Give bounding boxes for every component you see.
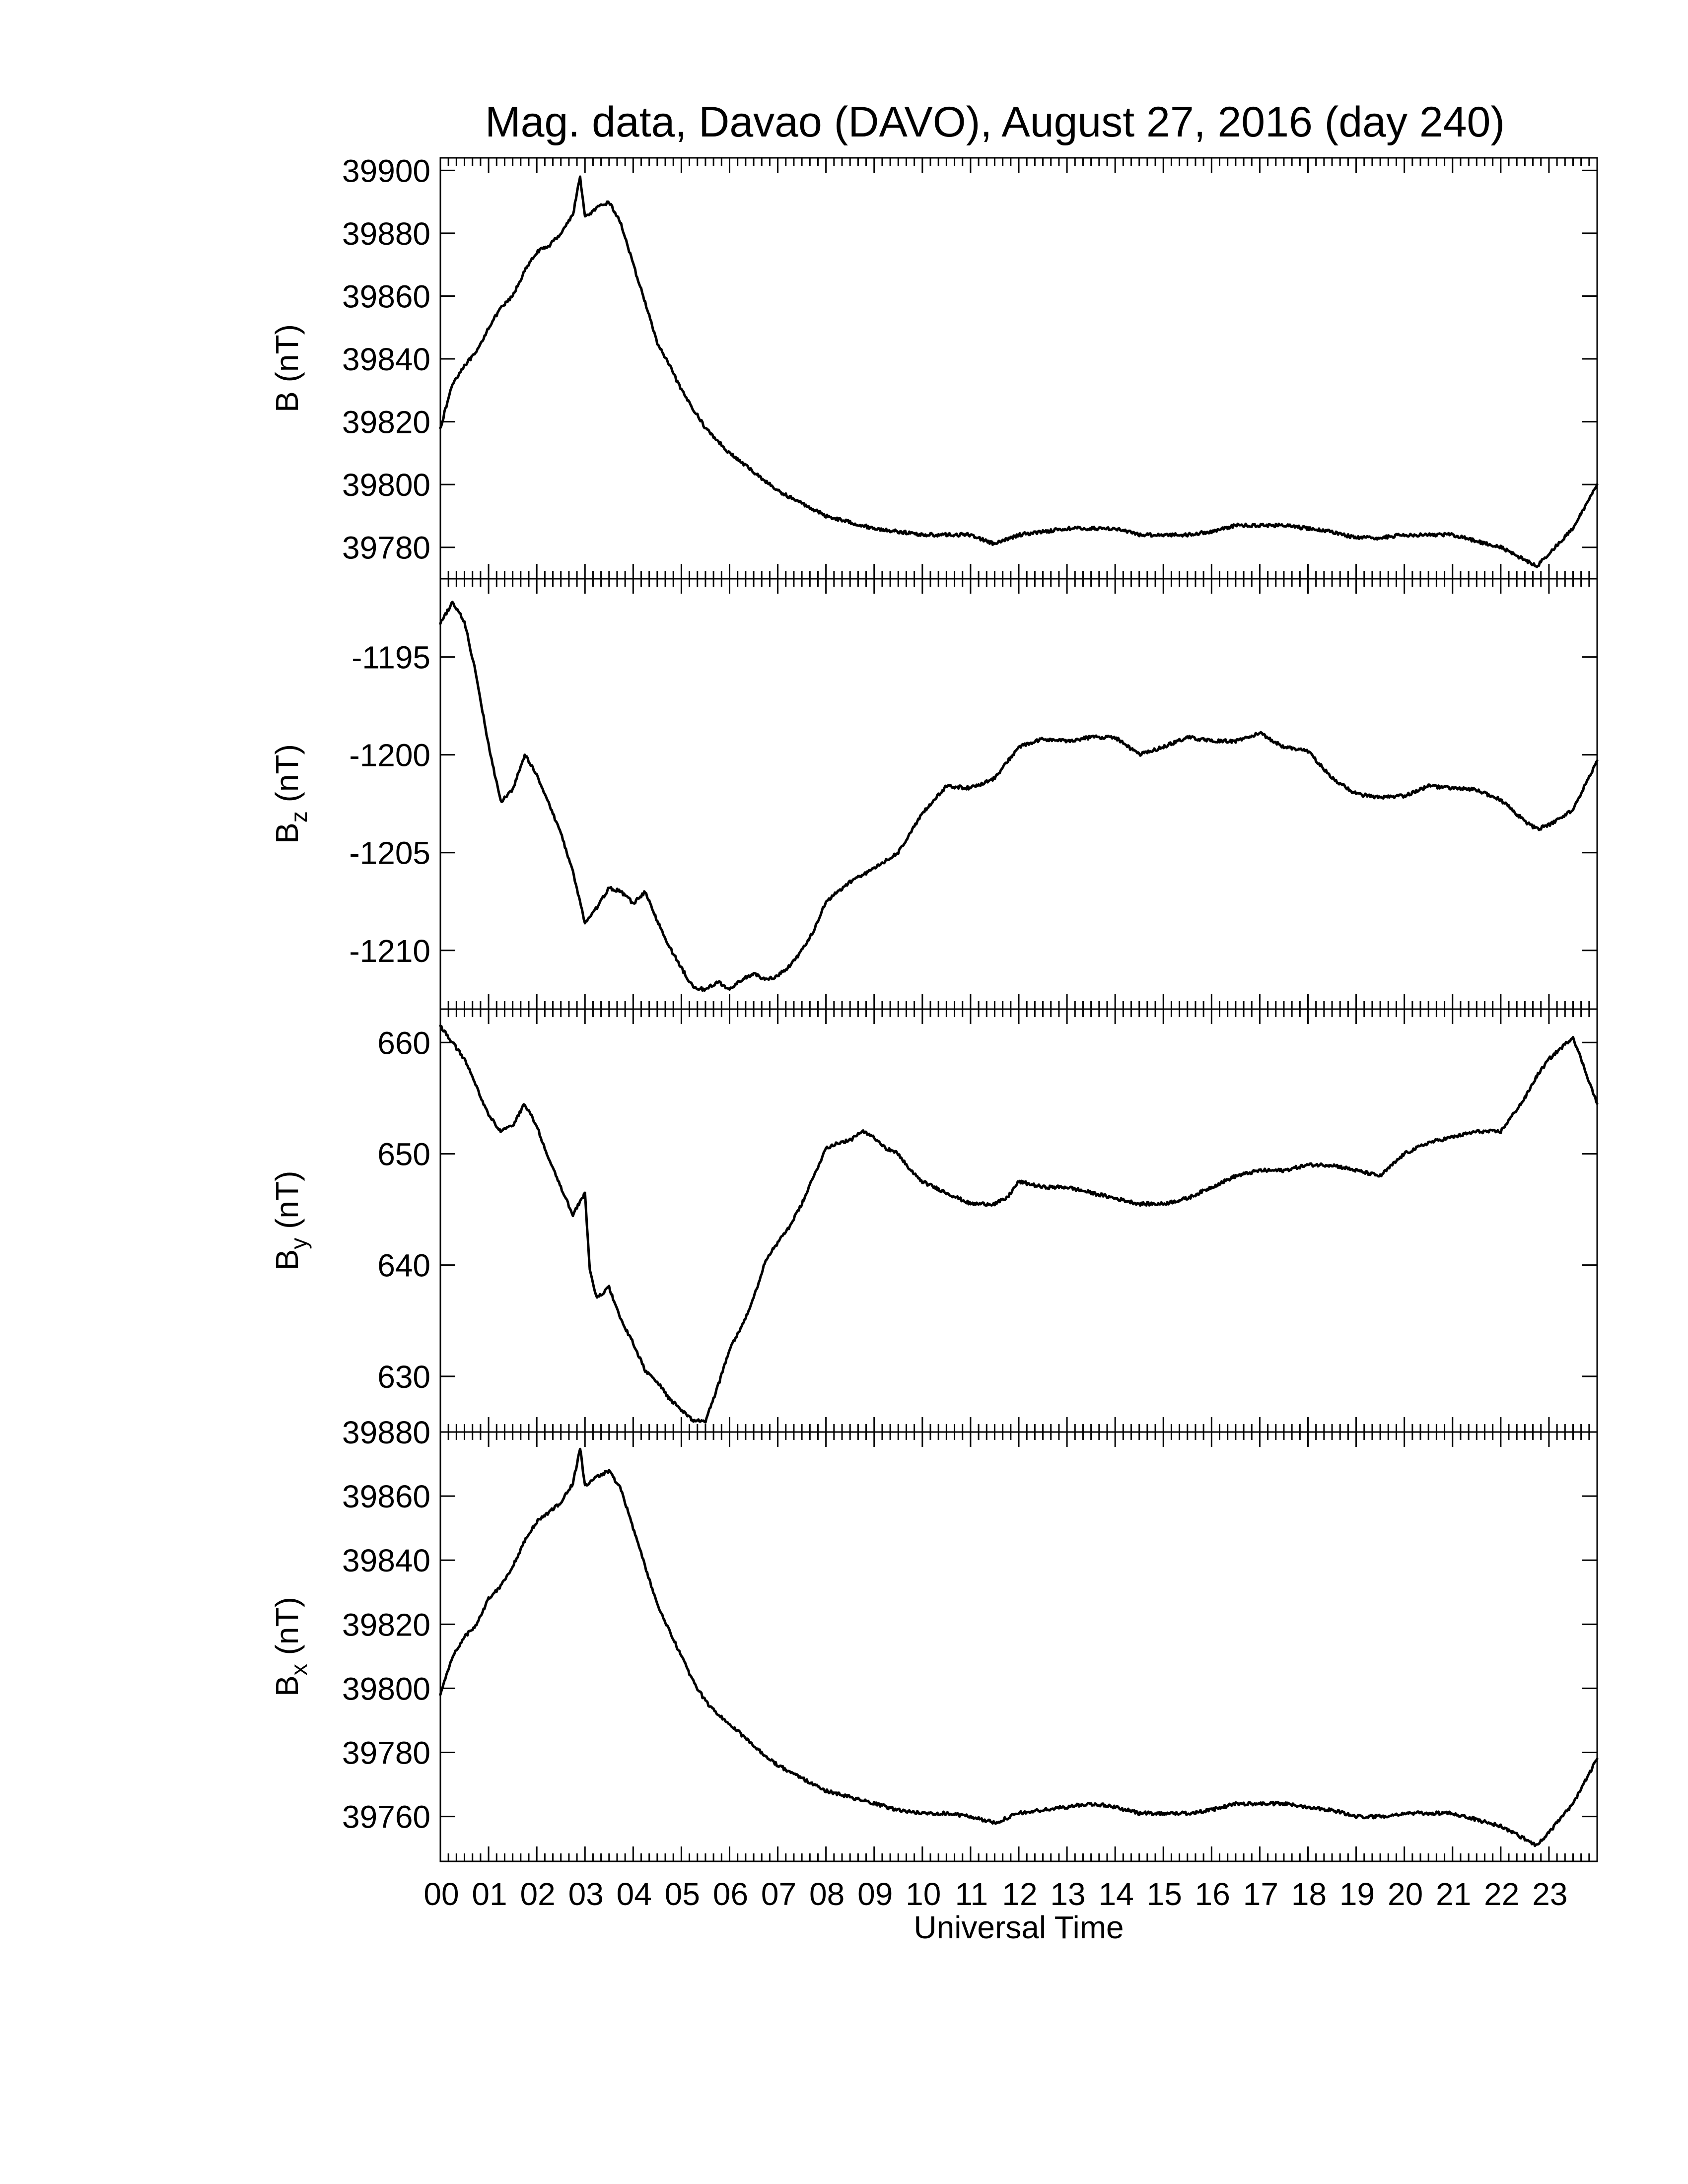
y-tick-label: -1205 [349,835,430,871]
panel-stack: 39780 39800 39820 39840 39860 39880 39900 B (nT… [269,153,1599,1862]
y-tick-label: 39820 [342,1607,430,1642]
y-tick-label: 39900 [342,153,430,189]
y-tick-label: 640 [377,1248,430,1284]
y-axis-label-subscript: z [286,811,312,822]
y-tick-label: 660 [377,1025,430,1061]
panel-bx: 39760 39780 39800 39820 39840 39860 39880 Bx (n… [269,1415,1599,1862]
series-line-by [439,1024,1599,1424]
x-tick-label: 10 [906,1876,941,1912]
y-axis-label: B (nT) [269,324,305,412]
x-tick-label: 05 [665,1876,700,1912]
x-tick-label: 18 [1291,1876,1327,1912]
y-tick-label: 630 [377,1359,430,1395]
x-tick-label: 00 [423,1876,459,1912]
y-axis-label: Bz (nT) [269,744,312,844]
series-line-bz [439,601,1599,992]
y-tick-label: 39880 [342,216,430,252]
y-axis-label-unit: (nT) [269,1171,305,1238]
y-axis-label: Bx (nT) [269,1597,312,1697]
y-axis-label-main: B [269,391,305,412]
y-tick-label: 39840 [342,341,430,377]
series-line-bx [439,1447,1599,1847]
y-tick-label: 39780 [342,530,430,566]
y-tick-label: 39800 [342,467,430,503]
x-tick-label: 12 [1002,1876,1037,1912]
x-tick-label: 20 [1388,1876,1423,1912]
x-tick-label: 03 [568,1876,604,1912]
x-tick-label: 15 [1147,1876,1182,1912]
x-tick-label: 01 [472,1876,507,1912]
y-tick-label: -1200 [349,738,430,773]
x-tick-label: 04 [617,1876,652,1912]
y-axis-label-unit: (nT) [269,324,305,391]
y-tick-label: 39840 [342,1543,430,1578]
chart-title: Mag. data, Davao (DAVO), August 27, 2016… [485,98,1505,146]
y-tick-label: 39760 [342,1799,430,1835]
x-axis-label: Universal Time [914,1910,1124,1945]
x-tick-label: 07 [761,1876,796,1912]
x-tick-label: 22 [1484,1876,1519,1912]
x-tick-label: 17 [1243,1876,1278,1912]
y-tick-label: 39880 [342,1415,430,1450]
y-axis-label-unit: (nT) [269,744,305,811]
x-tick-label: 13 [1050,1876,1085,1912]
y-axis-label: By (nT) [269,1171,312,1271]
x-tick-label: 16 [1195,1876,1230,1912]
x-tick-label: 19 [1339,1876,1375,1912]
x-tick-label: 11 [955,1876,988,1912]
x-tick-label: 21 [1436,1876,1471,1912]
x-tick-label: 02 [520,1876,556,1912]
series-line-b [439,175,1599,568]
y-tick-label: 650 [377,1136,430,1172]
y-tick-label: 39820 [342,405,430,440]
y-tick-label: -1195 [352,640,430,676]
y-axis-label-subscript: x [286,1664,312,1675]
x-tick-label: 06 [713,1876,748,1912]
y-axis-label-main: B [269,1249,305,1271]
y-tick-label: 39780 [342,1735,430,1771]
y-tick-label: 39800 [342,1671,430,1706]
y-tick-label: 39860 [342,278,430,314]
panel-b: 39780 39800 39820 39840 39860 39880 39900 B (nT… [269,153,1599,580]
x-tick-label: 08 [809,1876,844,1912]
y-tick-label: -1210 [349,933,430,969]
x-tick-label: 14 [1099,1876,1134,1912]
x-tick-label: 23 [1532,1876,1567,1912]
y-axis-label-main: B [269,822,305,844]
y-axis-label-subscript: y [286,1238,312,1249]
y-axis-label-main: B [269,1675,305,1697]
panel-bz: -1195 -1200 -1205 -1210 Bz (nT) [269,578,1599,1010]
y-tick-label: 39860 [342,1479,430,1514]
x-tick-label: 09 [857,1876,893,1912]
y-axis-label-unit: (nT) [269,1597,305,1664]
time-axis: 00 01 02 03 04 05 06 07 08 09 10 11 12 13 14 15 16 17 18 19… [423,1876,1567,1912]
